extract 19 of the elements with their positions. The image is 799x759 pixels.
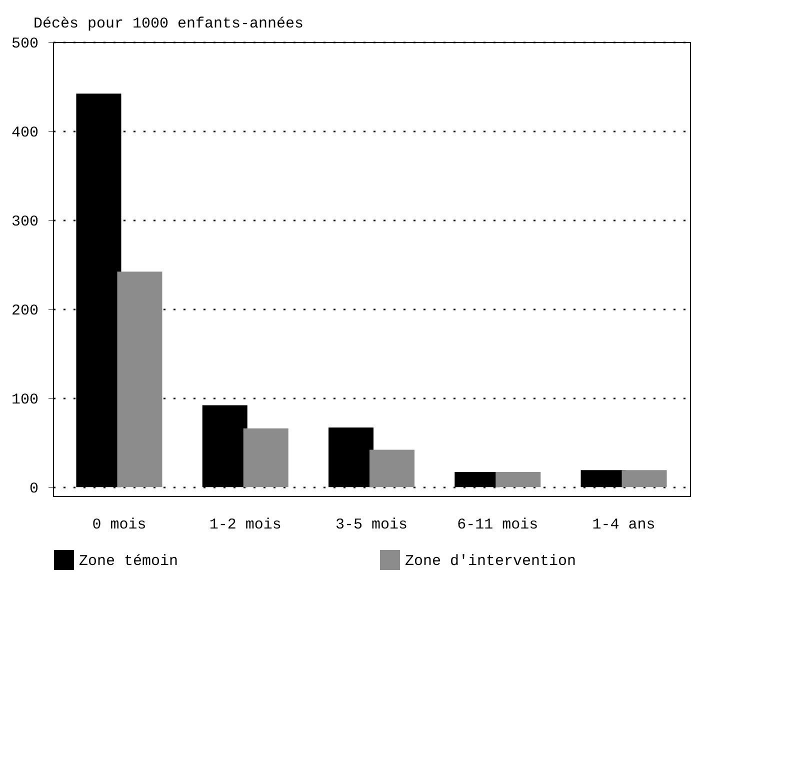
legend-label: Zone témoin [79, 553, 178, 570]
bar [117, 272, 162, 488]
y-tick-label: 400 [11, 124, 38, 142]
x-tick-label: 1-4 ans [592, 516, 656, 534]
y-tick-label: 200 [11, 302, 38, 320]
x-tick-label: 1-2 mois [209, 516, 282, 534]
y-tick-label: 100 [11, 392, 38, 409]
x-tick-label: 6-11 mois [457, 516, 538, 534]
y-tick-label: 0 [29, 480, 38, 498]
y-tick-label: 500 [11, 36, 38, 52]
x-tick-label: 0 mois [92, 516, 146, 534]
bar [243, 428, 288, 488]
x-tick-label: 3-5 mois [335, 516, 408, 534]
bar [496, 472, 541, 488]
bar [370, 450, 414, 488]
y-axis-title: Décès pour 1000 enfants-années [34, 16, 304, 32]
y-tick-label: 300 [11, 214, 38, 231]
legend-label: Zone d'intervention [405, 553, 576, 570]
bar [622, 470, 667, 488]
